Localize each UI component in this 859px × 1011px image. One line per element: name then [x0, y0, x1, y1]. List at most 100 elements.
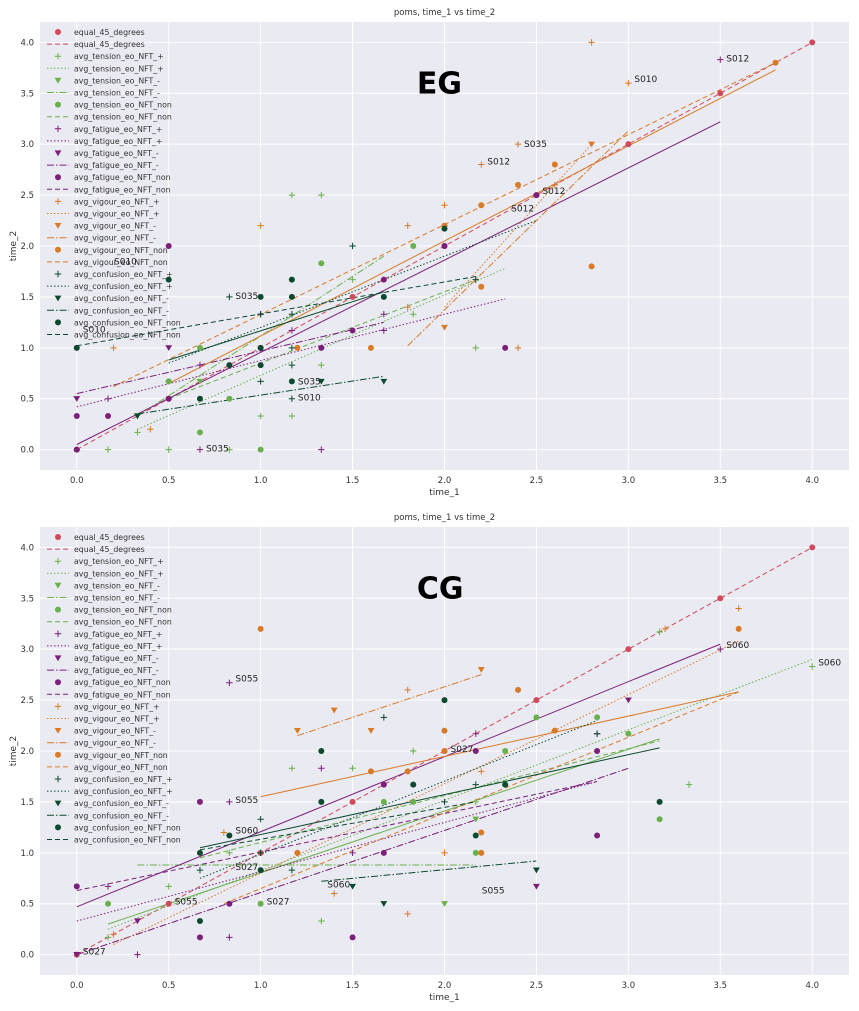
data-point [226, 362, 233, 369]
data-point [809, 544, 816, 551]
data-point [380, 293, 387, 300]
series-line [76, 781, 598, 891]
point-annotation: S027 [83, 948, 106, 958]
legend-marker [55, 29, 61, 35]
data-point [441, 901, 448, 907]
data-point [288, 327, 296, 334]
data-point [257, 816, 264, 823]
data-point [472, 344, 479, 352]
x-tick-label: 2.5 [530, 476, 544, 486]
x-tick-label: 3.0 [622, 476, 636, 486]
legend-marker [55, 824, 61, 831]
data-point [165, 883, 172, 890]
data-point [349, 765, 356, 772]
legend-label: avg_confusion_eo_NFT_- [74, 294, 169, 303]
x-tick-label: 2.5 [530, 981, 544, 991]
data-point [288, 765, 296, 772]
data-point [441, 727, 448, 734]
legend-label: avg_fatigue_eo_NFT_+ [74, 642, 162, 651]
data-point [472, 781, 479, 788]
point-annotation: S027 [451, 745, 474, 755]
data-point [196, 344, 203, 351]
data-point [134, 918, 141, 925]
point-annotation: S027 [235, 863, 258, 873]
data-point [330, 890, 338, 897]
data-point [717, 90, 724, 97]
series-line [76, 643, 721, 908]
y-axis-label: time_2 [9, 736, 19, 767]
series-line [168, 69, 776, 384]
data-point [404, 768, 411, 775]
data-point [380, 901, 388, 907]
data-point [588, 263, 595, 270]
legend-marker [55, 319, 61, 326]
y-tick-label: 1.5 [20, 798, 34, 808]
data-point [288, 378, 295, 385]
data-point [533, 883, 540, 890]
data-point [472, 832, 479, 839]
legend-label: avg_fatigue_eo_NFT_non [74, 185, 171, 194]
legend-label: avg_tension_eo_NFT_- [74, 594, 160, 603]
chart-panel-cg: 0.0 0.5 1.0 1.5 2.0 2.5 3.0 3.5 4.0 0.0 0.5 1.0 1.5 2… [9, 513, 849, 1003]
x-tick-label: 3.0 [622, 981, 636, 991]
data-point [226, 832, 233, 839]
data-point [404, 303, 411, 311]
y-tick-label: 1.0 [20, 849, 34, 859]
data-point [624, 697, 632, 704]
data-point [294, 849, 301, 856]
data-point [441, 798, 448, 806]
data-point [588, 141, 595, 148]
data-point [288, 361, 296, 369]
data-point [257, 446, 264, 453]
data-point [73, 883, 80, 890]
data-point [441, 243, 448, 249]
y-tick-label: 3.5 [20, 89, 34, 99]
data-point [104, 446, 112, 453]
point-annotation: S010 [634, 75, 657, 85]
y-tick-label: 2.5 [20, 696, 34, 706]
data-point [594, 714, 601, 721]
data-point [551, 727, 558, 734]
legend-label: avg_tension_eo_NFT_+ [74, 52, 164, 61]
y-tick-label: 2.0 [20, 747, 34, 757]
legend-marker [54, 582, 62, 589]
x-tick-label: 0.5 [162, 981, 176, 991]
x-tick-label: 2.0 [438, 981, 452, 991]
y-tick-label: 4.0 [20, 543, 34, 553]
series-line [76, 276, 476, 347]
data-point [318, 191, 325, 199]
data-point [404, 222, 411, 229]
data-point [349, 293, 356, 300]
data-point [478, 161, 485, 168]
point-annotation: S012 [511, 204, 534, 214]
data-point [196, 429, 203, 436]
legend-marker [55, 606, 61, 613]
legend-label: avg_vigour_eo_NFT_- [74, 234, 156, 243]
data-point [349, 934, 356, 941]
chart-panel-eg: 0.0 0.5 1.0 1.5 2.0 2.5 3.0 3.5 4.0 0.0 0.5 1.0 1.5 2… [9, 8, 849, 498]
data-point [478, 283, 485, 290]
series-line [137, 375, 384, 415]
series-line [260, 691, 739, 798]
data-point [735, 605, 742, 612]
legend-label: avg_confusion_eo_NFT_- [74, 306, 169, 315]
series-line [199, 801, 476, 851]
legend-marker [54, 150, 62, 157]
legend-marker [55, 246, 61, 253]
series-line [199, 747, 660, 849]
data-point [380, 311, 388, 318]
data-point [257, 222, 264, 229]
point-annotation: S055 [175, 898, 198, 908]
data-point [294, 344, 301, 351]
data-point [330, 707, 338, 714]
data-point [809, 39, 816, 46]
series-line [444, 143, 592, 308]
series-line [407, 130, 629, 347]
data-point [257, 412, 264, 420]
data-point [73, 446, 80, 453]
legend-label: avg_fatigue_eo_NFT_non [74, 690, 171, 699]
data-point [625, 730, 632, 737]
legend-marker [55, 751, 61, 758]
point-annotation: S035 [524, 140, 547, 150]
